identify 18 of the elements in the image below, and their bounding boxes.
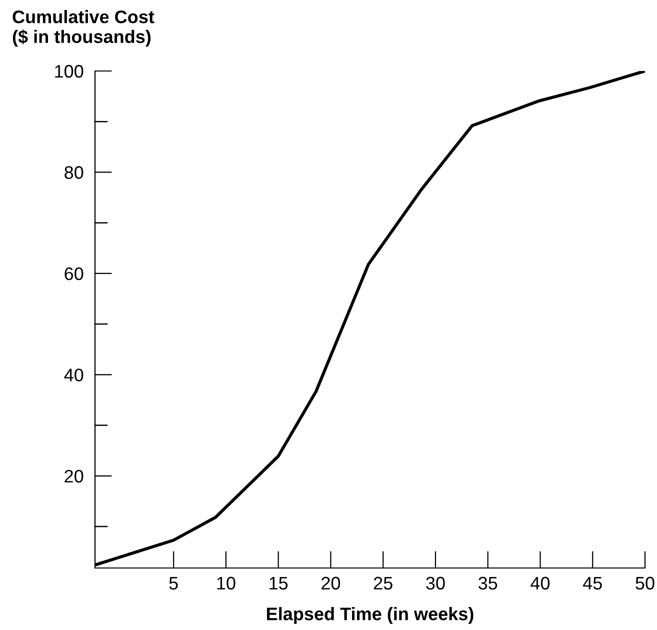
y-axis-title: Cumulative Cost ($ in thousands) (12, 10, 154, 47)
y-tick-label: 60 (64, 267, 84, 280)
x-tick-label: 40 (530, 576, 550, 590)
x-axis-title: Elapsed Time (in weeks) (267, 607, 474, 624)
x-tick-label: 20 (322, 576, 340, 590)
y-tick-label: 80 (64, 166, 84, 179)
x-tick-label: 45 (582, 576, 602, 590)
x-tick-label: 35 (478, 576, 498, 590)
x-tick-label: 10 (217, 576, 236, 590)
x-tick-label: 5 (169, 576, 178, 590)
x-tick-label: 50 (636, 576, 654, 590)
x-tick-label: 30 (426, 576, 445, 590)
x-tick-label: 25 (374, 576, 392, 590)
y-tick-label: 100 (55, 64, 84, 78)
y-tick-label: 40 (64, 368, 84, 382)
y-tick-label: 20 (64, 470, 84, 483)
x-tick-label: 15 (270, 576, 288, 590)
line-series (95, 71, 645, 566)
